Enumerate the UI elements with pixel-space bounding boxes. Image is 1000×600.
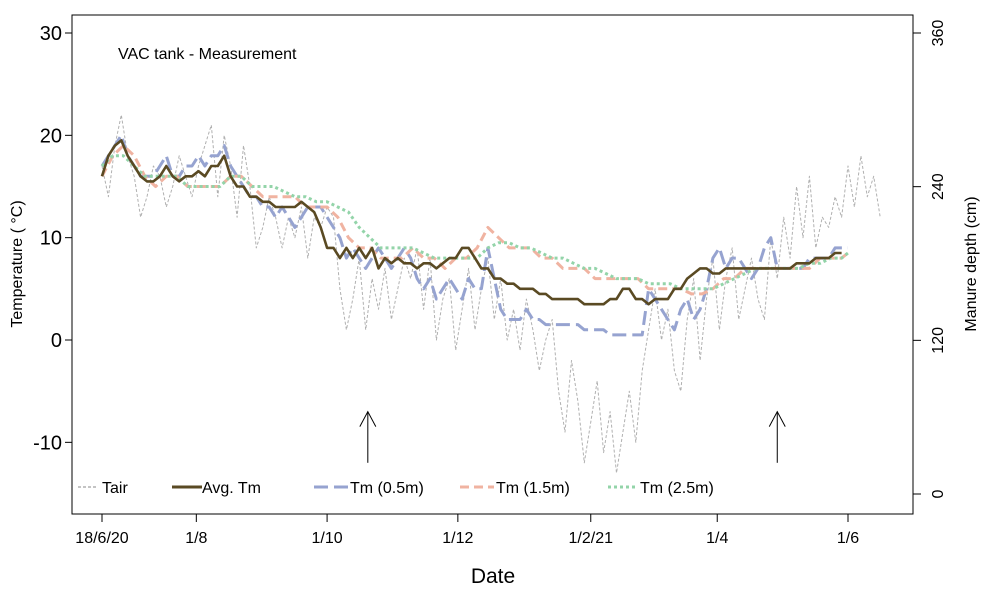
y-left-tick-label-0: -10 bbox=[33, 432, 62, 454]
y-right-tick-label-2: 240 bbox=[930, 173, 947, 200]
y-left-tick-label-4: 30 bbox=[40, 23, 62, 45]
x-tick-label-6: 1/6 bbox=[837, 530, 859, 547]
legend-item-tair: Tair bbox=[78, 480, 128, 497]
legend-item-avg: Avg. Tm bbox=[172, 480, 261, 497]
y-axis-right-label: Manure depth (cm) bbox=[963, 196, 980, 331]
y-left-tick-label-1: 0 bbox=[51, 330, 62, 352]
annotation-layer bbox=[359, 410, 786, 463]
series-line-t05 bbox=[100, 133, 848, 337]
series-layer bbox=[100, 114, 881, 474]
arrow-head-1 bbox=[768, 410, 786, 427]
legend-item-t05: Tm (0.5m) bbox=[314, 480, 424, 497]
legend-label-t05: Tm (0.5m) bbox=[350, 480, 424, 497]
x-tick-label-2: 1/10 bbox=[312, 530, 343, 547]
y-left-tick-label-2: 10 bbox=[40, 228, 62, 250]
x-tick-label-3: 1/12 bbox=[442, 530, 473, 547]
series-line-tair bbox=[101, 114, 881, 474]
legend-label-tair: Tair bbox=[102, 480, 128, 497]
legend-label-t25: Tm (2.5m) bbox=[640, 480, 714, 497]
series-line-avg bbox=[100, 139, 842, 306]
arrow-head-0 bbox=[359, 410, 377, 427]
chart-title: VAC tank - Measurement bbox=[118, 46, 297, 63]
y-axis-right: 0 120 240 360 bbox=[912, 20, 947, 498]
y-right-tick-label-0: 0 bbox=[930, 489, 947, 498]
x-axis-label: Date bbox=[471, 565, 515, 588]
x-tick-label-0: 18/6/20 bbox=[75, 530, 128, 547]
y-right-tick-label-1: 120 bbox=[930, 327, 947, 354]
y-left-tick-label-3: 20 bbox=[40, 125, 62, 147]
legend-label-t15: Tm (1.5m) bbox=[496, 480, 570, 497]
legend-item-t25: Tm (2.5m) bbox=[608, 480, 714, 497]
x-tick-label-1: 1/8 bbox=[185, 530, 207, 547]
legend-label-avg: Avg. Tm bbox=[202, 480, 261, 497]
y-axis-left: -10 0 10 20 30 bbox=[33, 23, 73, 454]
series-line-t25 bbox=[100, 154, 849, 291]
x-tick-label-4: 1/2/21 bbox=[569, 530, 614, 547]
x-axis: 18/6/20 1/8 1/10 1/12 1/2/21 1/4 1/6 bbox=[75, 513, 859, 547]
y-right-tick-label-3: 360 bbox=[930, 20, 947, 47]
legend-item-t15: Tm (1.5m) bbox=[460, 480, 570, 497]
y-axis-left-label: Temperature ( °C) bbox=[9, 200, 26, 327]
x-tick-label-5: 1/4 bbox=[706, 530, 728, 547]
legend: Tair Avg. Tm Tm (0.5m) Tm (1.5m) Tm (2.5… bbox=[78, 480, 714, 497]
